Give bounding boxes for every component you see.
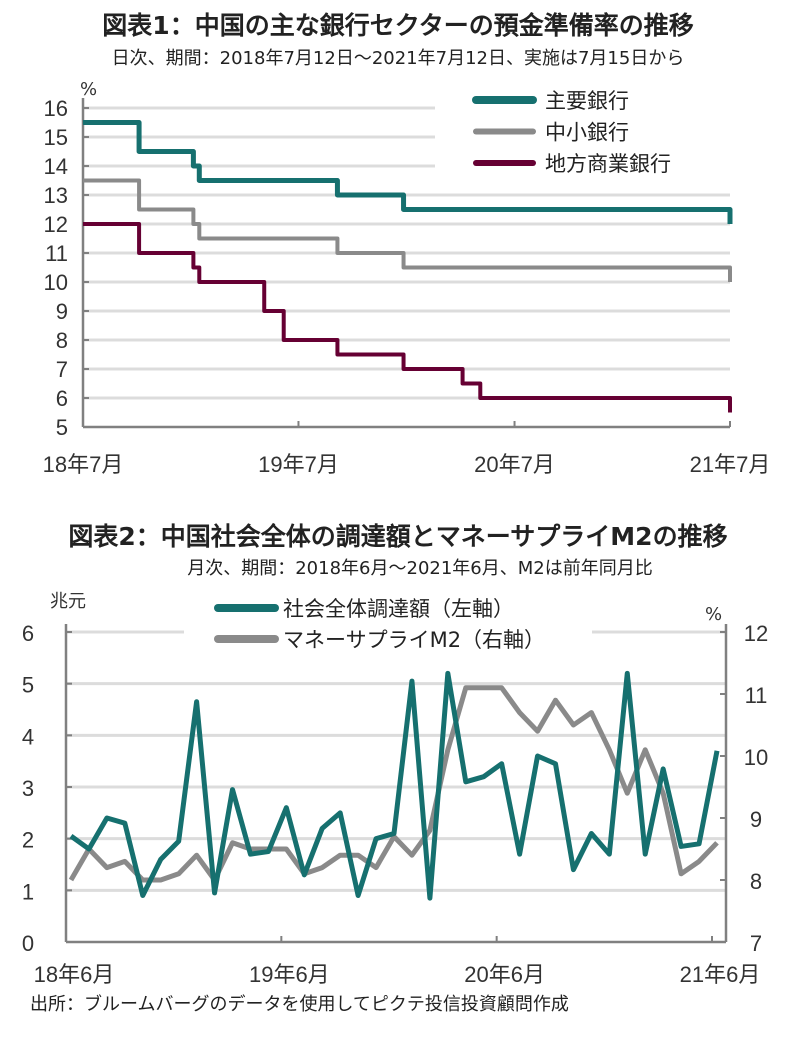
left-y-tick-label: 6 — [22, 621, 34, 646]
right-y-tick-label: 7 — [750, 931, 762, 956]
left-y-tick-label: 2 — [22, 828, 34, 853]
right-y-tick-label: 12 — [744, 621, 768, 646]
chart-2-left-unit: 兆元 — [50, 591, 86, 612]
left-y-tick-label: 4 — [22, 724, 34, 749]
chart-2-grid — [66, 630, 726, 892]
y-tick-label: 13 — [44, 183, 68, 208]
y-tick-label: 16 — [44, 96, 68, 121]
right-y-tick-label: 10 — [744, 745, 768, 770]
x-tick-label: 20年7月 — [474, 452, 555, 477]
y-tick-label: 8 — [56, 328, 68, 353]
chart-1-series — [83, 120, 733, 413]
x-tick-label: 21年7月 — [690, 452, 771, 477]
x-tick-label: 19年7月 — [258, 452, 339, 477]
chart-2: 図表2：中国社会全体の調達額とマネーサプライM2の推移 月次、期間：2018年6… — [22, 522, 768, 987]
source-note: 出所：ブルームバーグのデータを使用してピクテ投信投資顧問作成 — [30, 993, 569, 1015]
chart-2-legend: 社会全体調達額（左軸） マネーサプライM2（右軸） — [214, 597, 545, 652]
legend-label: マネーサプライM2（右軸） — [283, 628, 545, 652]
right-y-tick-label: 8 — [750, 869, 762, 894]
series-line-1 — [83, 120, 733, 224]
right-y-tick-label: 11 — [745, 683, 768, 708]
x-tick-label: 19年6月 — [249, 962, 330, 987]
chart-1-subtitle: 日次、期間：2018年7月12日～2021年7月12日、実施は7月15日から — [112, 48, 685, 69]
y-tick-label: 7 — [56, 357, 68, 382]
series-line-3 — [83, 222, 732, 413]
chart-1: 図表1：中国の主な銀行セクターの預金準備率の推移 日次、期間：2018年7月12… — [43, 11, 771, 477]
y-tick-label: 15 — [44, 125, 68, 150]
y-tick-label: 10 — [44, 270, 68, 295]
x-tick-label: 18年7月 — [43, 452, 124, 477]
chart-2-series — [68, 670, 720, 901]
chart-2-right-unit: % — [705, 604, 722, 625]
y-tick-label: 11 — [45, 241, 68, 266]
left-y-tick-label: 3 — [22, 776, 34, 801]
y-tick-label: 5 — [56, 415, 68, 440]
left-y-tick-label: 5 — [22, 673, 34, 698]
x-tick-label: 21年6月 — [680, 962, 761, 987]
legend-label: 地方商業銀行 — [545, 152, 671, 176]
chart-1-y-unit: % — [80, 79, 97, 100]
y-tick-label: 9 — [56, 299, 68, 324]
legend-label: 中小銀行 — [545, 121, 629, 145]
x-tick-label: 18年6月 — [34, 962, 115, 987]
x-tick-label: 20年6月 — [464, 962, 545, 987]
chart-2-title: 図表2：中国社会全体の調達額とマネーサプライM2の推移 — [68, 522, 727, 551]
chart-2-subtitle: 月次、期間：2018年6月～2021年6月、M2は前年同月比 — [187, 558, 653, 579]
chart-1-axes: 16 15 14 13 12 11 10 9 8 7 6 5 18年7月 19年7月 20年7月 21年7月 — [43, 96, 771, 477]
left-y-tick-label: 0 — [22, 931, 34, 956]
y-tick-label: 6 — [56, 386, 68, 411]
right-y-tick-label: 9 — [750, 807, 762, 832]
left-y-tick-label: 1 — [22, 879, 34, 904]
chart-1-title: 図表1：中国の主な銀行セクターの預金準備率の推移 — [102, 11, 693, 40]
y-tick-label: 12 — [44, 212, 68, 237]
legend-label: 主要銀行 — [545, 89, 629, 113]
y-tick-label: 14 — [44, 154, 68, 179]
legend-label: 社会全体調達額（左軸） — [283, 597, 514, 621]
series-line-2 — [83, 178, 732, 282]
